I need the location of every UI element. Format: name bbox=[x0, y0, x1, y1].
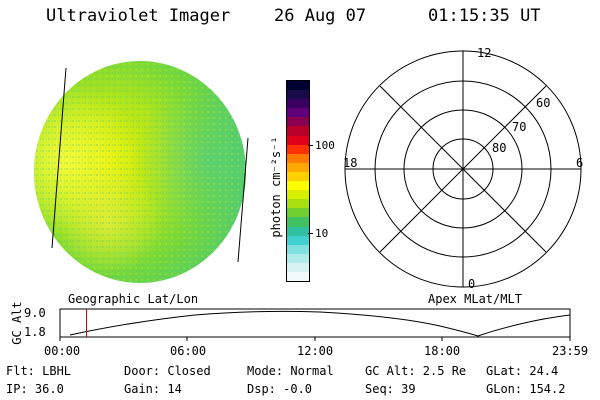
status-seq: Seq: 39 bbox=[365, 382, 416, 396]
status-glon: GLon: 154.2 bbox=[486, 382, 566, 396]
colorbar-swatch bbox=[287, 235, 309, 245]
status-dsp: Dsp: -0.0 bbox=[247, 382, 313, 396]
disk-texture bbox=[34, 61, 246, 283]
colorbar-swatch bbox=[287, 108, 309, 118]
colorbar-label-10: 10 bbox=[315, 227, 329, 240]
observation-time: 01:15:35 UT bbox=[428, 6, 541, 26]
colorbar-swatch bbox=[287, 199, 309, 209]
polar-label-18: 18 bbox=[343, 156, 358, 170]
colorbar-swatch bbox=[287, 81, 309, 91]
timeline-right-caption: Apex MLat/MLT bbox=[428, 292, 522, 306]
timeline-xtick-0600: 06:00 bbox=[170, 344, 207, 358]
status-ip: IP: 36.0 bbox=[6, 382, 64, 396]
colorbar-swatch bbox=[287, 99, 309, 109]
polar-label-60: 60 bbox=[536, 96, 551, 110]
colorbar-swatch bbox=[287, 253, 309, 263]
status-glat: GLat: 24.4 bbox=[486, 364, 559, 378]
polar-label-80: 80 bbox=[492, 141, 507, 155]
status-mode: Mode: Normal bbox=[247, 364, 334, 378]
colorbar-swatch bbox=[287, 208, 309, 218]
timeline-ytick-low: 1.8 bbox=[24, 325, 46, 339]
colorbar-swatch bbox=[287, 244, 309, 254]
status-gc-alt: GC Alt: 2.5 Re bbox=[365, 364, 467, 378]
timeline-xtick-1200: 12:00 bbox=[297, 344, 334, 358]
timeline-plot bbox=[59, 308, 571, 341]
observation-date: 26 Aug 07 bbox=[274, 6, 367, 26]
polar-label-70: 70 bbox=[512, 120, 527, 134]
polar-grid bbox=[344, 50, 582, 288]
colorbar-swatch bbox=[287, 144, 309, 154]
status-door: Door: Closed bbox=[124, 364, 211, 378]
timeline-xtick-0000: 00:00 bbox=[44, 344, 81, 358]
colorbar-swatch bbox=[287, 126, 309, 136]
timeline-xtick-2359: 23:59 bbox=[552, 344, 589, 358]
colorbar-swatch bbox=[287, 262, 309, 272]
polar-diagonal-2 bbox=[379, 85, 547, 253]
timeline-left-caption: Geographic Lat/Lon bbox=[68, 292, 199, 306]
colorbar-swatch bbox=[287, 217, 309, 227]
instrument-title: Ultraviolet Imager bbox=[46, 6, 231, 26]
colorbar-unit-label: photon cm⁻²s⁻¹ bbox=[269, 136, 283, 238]
status-filter: Flt: LBHL bbox=[6, 364, 72, 378]
colorbar-swatch bbox=[287, 171, 309, 182]
colorbar-swatch bbox=[287, 153, 309, 163]
colorbar-tick-100 bbox=[308, 145, 313, 146]
terminator-line-left bbox=[51, 67, 67, 249]
altitude-curve bbox=[69, 310, 571, 337]
colorbar-swatch bbox=[287, 90, 309, 100]
colorbar-swatch bbox=[287, 135, 309, 145]
polar-label-12: 12 bbox=[477, 46, 492, 60]
colorbar-swatch bbox=[287, 226, 309, 236]
terminator-line-right bbox=[237, 137, 249, 263]
polar-label-6: 6 bbox=[576, 156, 584, 170]
colorbar-tick-10 bbox=[308, 233, 313, 234]
status-gain: Gain: 14 bbox=[124, 382, 182, 396]
colorbar-swatch bbox=[287, 117, 309, 127]
colorbar-swatch bbox=[287, 271, 309, 282]
colorbar bbox=[286, 80, 310, 282]
timeline-ytick-high: 9.0 bbox=[24, 306, 46, 320]
timeline-ylabel: GC Alt bbox=[10, 301, 24, 345]
colorbar-swatch bbox=[287, 181, 309, 191]
colorbar-label-100: 100 bbox=[315, 139, 335, 152]
colorbar-swatch bbox=[287, 162, 309, 172]
colorbar-swatch bbox=[287, 190, 309, 200]
polar-label-0: 0 bbox=[468, 277, 476, 291]
timeline-xtick-1800: 18:00 bbox=[424, 344, 461, 358]
